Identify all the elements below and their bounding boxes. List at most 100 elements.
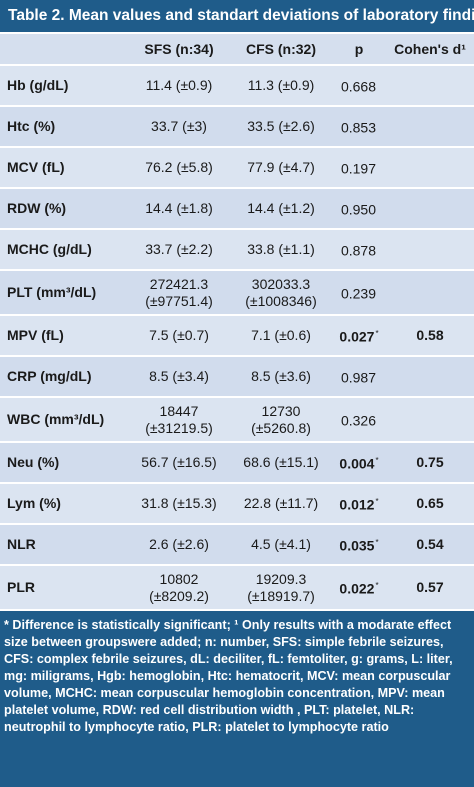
column-header-cohens-d: Cohen's d¹: [386, 34, 474, 66]
table-row: Lym (%) 31.8 (±15.3) 22.8 (±11.7) 0.012* 0.6…: [0, 483, 474, 525]
row-label: MCV (fL): [0, 147, 128, 189]
table-body: Hb (g/dL) 11.4 (±0.9) 11.3 (±0.9) 0.668 Htc …: [0, 65, 474, 611]
sfs-value: 56.7 (±16.5): [128, 442, 230, 484]
cfs-value: 8.5 (±3.6): [230, 356, 332, 398]
p-value: 0.035*: [332, 524, 386, 566]
cfs-value: 68.6 (±15.1): [230, 442, 332, 484]
row-label: CRP (mg/dL): [0, 356, 128, 398]
p-value-text: 0.853: [340, 119, 377, 136]
table-row: Neu (%) 56.7 (±16.5) 68.6 (±15.1) 0.004* 0.7…: [0, 442, 474, 484]
cohens-d-value: [386, 270, 474, 316]
cohens-d-value: 0.75: [386, 442, 474, 484]
table-row: CRP (mg/dL) 8.5 (±3.4) 8.5 (±3.6) 0.987: [0, 356, 474, 398]
p-value-text: 0.878: [340, 242, 377, 259]
sfs-value: 2.6 (±2.6): [128, 524, 230, 566]
cohens-d-value: [386, 147, 474, 189]
p-value-text: 0.022: [339, 580, 375, 597]
p-value: 0.950: [332, 188, 386, 230]
cfs-value: 7.1 (±0.6): [230, 315, 332, 357]
row-label: MPV (fL): [0, 315, 128, 357]
cohens-d-value: 0.58: [386, 315, 474, 357]
sfs-value: 11.4 (±0.9): [128, 65, 230, 107]
cfs-value: 77.9 (±4.7): [230, 147, 332, 189]
sfs-value: 14.4 (±1.8): [128, 188, 230, 230]
table-row: WBC (mm³/dL) 18447 (±31219.5) 12730 (±5260…: [0, 397, 474, 443]
p-value-text: 0.012: [339, 496, 375, 513]
sfs-value: 10802 (±8209.2): [128, 565, 230, 611]
p-value-text: 0.668: [340, 78, 377, 95]
table-title: Table 2. Mean values and standart deviat…: [0, 0, 474, 34]
sfs-value: 33.7 (±3): [128, 106, 230, 148]
p-value-text: 0.197: [340, 160, 377, 177]
cfs-value: 33.5 (±2.6): [230, 106, 332, 148]
table-row: PLT (mm³/dL) 272421.3 (±97751.4) 302033.3 …: [0, 270, 474, 316]
cohens-d-value: [386, 397, 474, 443]
p-value-text: 0.326: [340, 412, 377, 429]
p-value: 0.668: [332, 65, 386, 107]
table-row: Htc (%) 33.7 (±3) 33.5 (±2.6) 0.853: [0, 106, 474, 148]
column-header-cfs: CFS (n:32): [230, 34, 332, 66]
table-row: MCHC (g/dL) 33.7 (±2.2) 33.8 (±1.1) 0.878: [0, 229, 474, 271]
row-label: PLR: [0, 565, 128, 611]
p-value: 0.326: [332, 397, 386, 443]
row-label: Neu (%): [0, 442, 128, 484]
cohens-d-value: [386, 65, 474, 107]
row-label: PLT (mm³/dL): [0, 270, 128, 316]
cfs-value: 22.8 (±11.7): [230, 483, 332, 525]
sfs-value: 18447 (±31219.5): [128, 397, 230, 443]
p-value-text: 0.950: [340, 201, 377, 218]
cohens-d-value: [386, 106, 474, 148]
p-value-text: 0.004: [339, 455, 375, 472]
sfs-value: 31.8 (±15.3): [128, 483, 230, 525]
cohens-d-value: [386, 356, 474, 398]
row-label: Hb (g/dL): [0, 65, 128, 107]
sfs-value: 7.5 (±0.7): [128, 315, 230, 357]
cohens-d-value: 0.54: [386, 524, 474, 566]
lab-findings-table: SFS (n:34) CFS (n:32) p Cohen's d¹ Hb (g…: [0, 34, 474, 611]
table-row: RDW (%) 14.4 (±1.8) 14.4 (±1.2) 0.950: [0, 188, 474, 230]
table-row: NLR 2.6 (±2.6) 4.5 (±4.1) 0.035* 0.54: [0, 524, 474, 566]
cfs-value: 302033.3 (±1008346): [230, 270, 332, 316]
column-header-parameter: [0, 34, 128, 66]
cohens-d-value: 0.65: [386, 483, 474, 525]
significance-mark: *: [375, 456, 379, 466]
row-label: Lym (%): [0, 483, 128, 525]
p-value: 0.012*: [332, 483, 386, 525]
cfs-value: 11.3 (±0.9): [230, 65, 332, 107]
row-label: Htc (%): [0, 106, 128, 148]
cohens-d-value: [386, 188, 474, 230]
p-value: 0.197: [332, 147, 386, 189]
cohens-d-value: [386, 229, 474, 271]
sfs-value: 272421.3 (±97751.4): [128, 270, 230, 316]
p-value-text: 0.035: [339, 537, 375, 554]
cfs-value: 19209.3 (±18919.7): [230, 565, 332, 611]
table-row: MPV (fL) 7.5 (±0.7) 7.1 (±0.6) 0.027* 0.58: [0, 315, 474, 357]
column-header-p: p: [332, 34, 386, 66]
sfs-value: 8.5 (±3.4): [128, 356, 230, 398]
p-value: 0.004*: [332, 442, 386, 484]
header-row: SFS (n:34) CFS (n:32) p Cohen's d¹: [0, 34, 474, 66]
table-row: Hb (g/dL) 11.4 (±0.9) 11.3 (±0.9) 0.668: [0, 65, 474, 107]
table-row: MCV (fL) 76.2 (±5.8) 77.9 (±4.7) 0.197: [0, 147, 474, 189]
significance-mark: *: [375, 581, 379, 591]
row-label: RDW (%): [0, 188, 128, 230]
row-label: MCHC (g/dL): [0, 229, 128, 271]
cfs-value: 14.4 (±1.2): [230, 188, 332, 230]
p-value: 0.987: [332, 356, 386, 398]
column-header-sfs: SFS (n:34): [128, 34, 230, 66]
p-value: 0.239: [332, 270, 386, 316]
p-value-text: 0.239: [340, 285, 377, 302]
sfs-value: 33.7 (±2.2): [128, 229, 230, 271]
cohens-d-value: 0.57: [386, 565, 474, 611]
p-value: 0.878: [332, 229, 386, 271]
p-value: 0.027*: [332, 315, 386, 357]
significance-mark: *: [375, 497, 379, 507]
row-label: WBC (mm³/dL): [0, 397, 128, 443]
significance-mark: *: [375, 329, 379, 339]
p-value: 0.853: [332, 106, 386, 148]
cfs-value: 33.8 (±1.1): [230, 229, 332, 271]
p-value-text: 0.027: [339, 328, 375, 345]
cfs-value: 12730 (±5260.8): [230, 397, 332, 443]
cfs-value: 4.5 (±4.1): [230, 524, 332, 566]
